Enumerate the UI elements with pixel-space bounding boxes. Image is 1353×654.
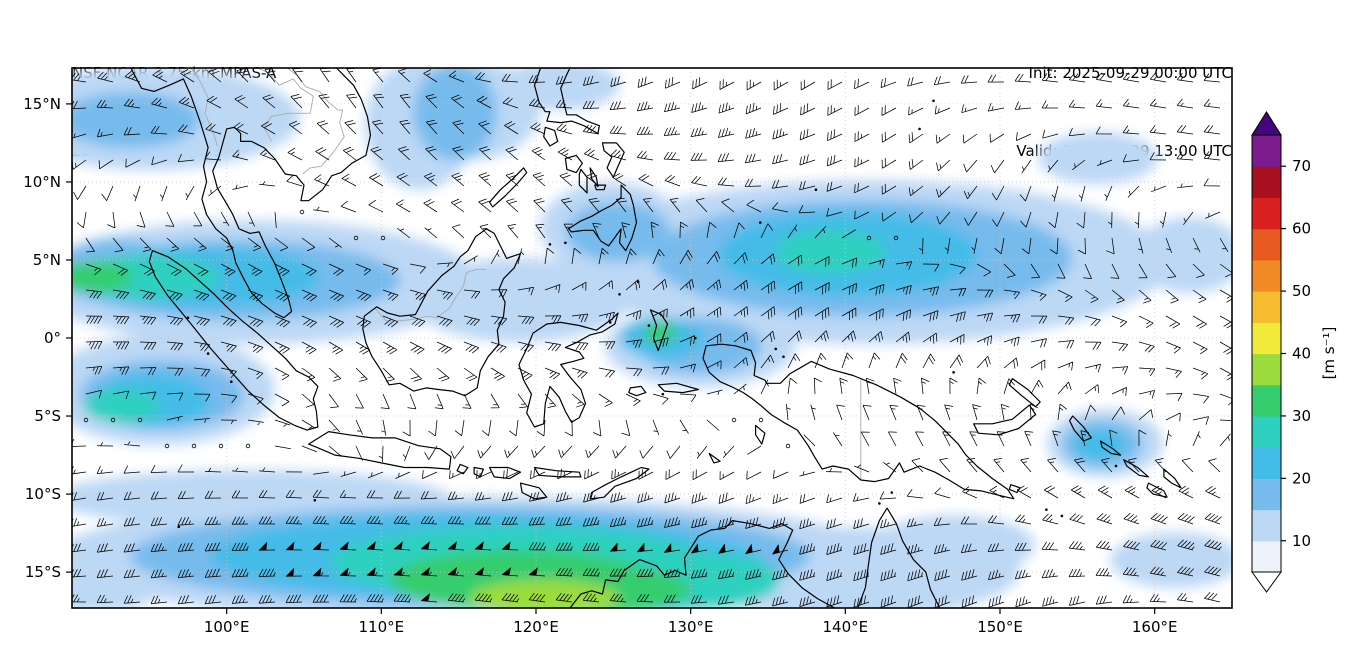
colorbar-tick-label: 60 [1292, 220, 1311, 238]
colorbar-over-arrow [1251, 111, 1282, 136]
lon-tick-label: 130°E [668, 618, 714, 636]
lat-tick-label: 15°S [25, 563, 61, 581]
lat-tick-label: 10°S [25, 485, 61, 503]
colorbar-tick-label: 20 [1292, 469, 1311, 487]
lon-tick-label: 140°E [823, 618, 869, 636]
lat-tick-label: 0° [44, 329, 61, 347]
colorbar-tick-label: 70 [1292, 157, 1311, 175]
country-borders [190, 68, 862, 480]
lon-tick-label: 120°E [513, 618, 559, 636]
longitude-axis: 100°E 110°E 120°E 130°E 140°E 150°E 160°E [204, 608, 1178, 636]
lon-tick-label: 160°E [1132, 618, 1178, 636]
wind-speed-shading [72, 68, 1232, 608]
colorbar: 10 20 30 40 50 60 70 [m s⁻¹] [1251, 111, 1338, 593]
lon-tick-label: 110°E [359, 618, 405, 636]
coastlines [130, 68, 1182, 608]
lon-tick-label: 100°E [204, 618, 250, 636]
lat-tick-label: 10°N [23, 173, 61, 191]
wind-barbs [72, 68, 1232, 608]
lat-tick-label: 5°N [33, 251, 61, 269]
lon-tick-label: 150°E [977, 618, 1023, 636]
lat-tick-label: 5°S [34, 407, 61, 425]
colorbar-under-arrow [1251, 571, 1282, 593]
colorbar-tick-label: 30 [1292, 407, 1311, 425]
colorbar-tick-label: 40 [1292, 345, 1311, 363]
latitude-axis: 15°N 10°N 5°N 0° 5°S 10°S 15°S [23, 95, 72, 581]
lat-tick-label: 15°N [23, 95, 61, 113]
colorbar-tick-label: 10 [1292, 532, 1311, 550]
colorbar-unit-label: [m s⁻¹] [1320, 327, 1338, 380]
graticule [72, 68, 1232, 608]
colorbar-tick-label: 50 [1292, 282, 1311, 300]
